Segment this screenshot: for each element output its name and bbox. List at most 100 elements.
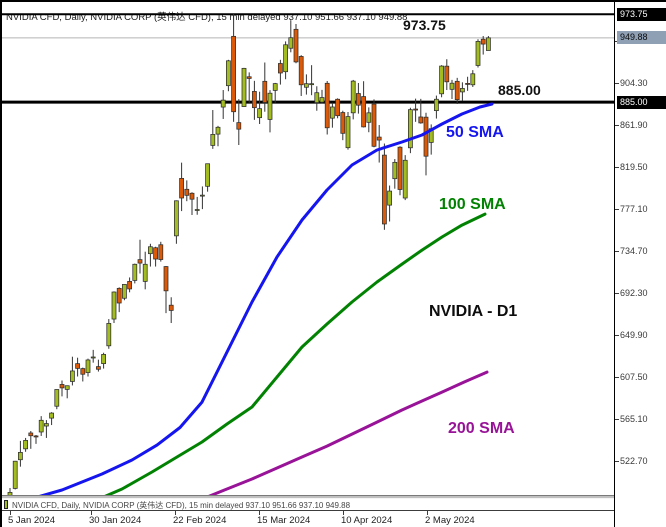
date-axis-border xyxy=(2,510,614,511)
candle-down xyxy=(418,116,424,124)
candle-up xyxy=(350,80,356,114)
candle-up xyxy=(200,194,205,197)
x-axis-tick xyxy=(343,511,344,515)
candle-up xyxy=(439,65,444,95)
candle-down xyxy=(75,363,80,369)
x-axis-tick xyxy=(427,511,428,515)
candle-up xyxy=(475,41,481,66)
annotation-symbol-timeframe: NVIDIA - D1 xyxy=(429,303,518,320)
candle-up xyxy=(330,106,335,119)
x-axis-label: 30 Jan 2024 xyxy=(89,515,142,526)
candle-down xyxy=(168,304,174,311)
chart-plot-area[interactable]: NVIDIA CFD, Daily, NVIDIA CORP (英伟达 CFD)… xyxy=(2,2,614,495)
annotation-high-level: 973.75 xyxy=(403,17,446,33)
current-price-badge: 949.88 xyxy=(617,31,666,45)
candle-down xyxy=(278,63,283,74)
date-axis[interactable]: 5 Jan 2024 30 Jan 2024 22 Feb 2024 15 Mar 2… xyxy=(2,511,614,527)
candle-up xyxy=(267,92,273,120)
annotation-sma200-label: 200 SMA xyxy=(448,420,515,437)
candle-down xyxy=(116,287,122,304)
x-axis-tick xyxy=(175,511,176,515)
candle-down xyxy=(293,28,299,63)
candle-up xyxy=(304,83,309,88)
candle-down xyxy=(465,83,470,85)
candle-down xyxy=(252,91,257,109)
annotation-sma100-label: 100 SMA xyxy=(439,196,506,213)
candle-up xyxy=(220,99,226,108)
candle-down xyxy=(163,266,169,292)
candle-down xyxy=(153,247,158,260)
candle-down xyxy=(356,93,361,106)
candle-down xyxy=(33,435,39,438)
y-axis-tick xyxy=(615,251,619,252)
candle-up xyxy=(272,83,278,91)
chart-bottom-separator xyxy=(2,495,614,499)
candle-up xyxy=(90,356,96,359)
candle-down xyxy=(96,366,101,370)
candle-down xyxy=(376,136,382,141)
candle-up xyxy=(210,134,216,146)
candle-up xyxy=(205,163,210,187)
x-axis-label: 5 Jan 2024 xyxy=(8,515,56,526)
candle-up xyxy=(309,83,314,86)
candle-up xyxy=(257,108,262,119)
candle-up xyxy=(241,67,247,107)
y-axis-tick xyxy=(615,419,619,420)
candle-up xyxy=(449,82,455,90)
candle-up xyxy=(122,284,127,299)
annotation-support-level: 885.00 xyxy=(498,82,541,98)
candle-down xyxy=(371,103,377,147)
candle-down xyxy=(423,116,429,157)
candle-down xyxy=(158,244,164,260)
candle-up xyxy=(44,423,49,427)
candle-up xyxy=(283,44,288,73)
y-axis-label: 861.90 xyxy=(620,120,648,130)
price-chart-canvas[interactable] xyxy=(2,2,614,495)
candle-up xyxy=(12,460,18,489)
candle-up xyxy=(288,37,294,49)
y-axis-tick xyxy=(615,209,619,210)
y-axis-label: 777.10 xyxy=(620,204,648,214)
chart-title: NVIDIA CFD, Daily, NVIDIA CORP (英伟达 CFD)… xyxy=(6,12,408,23)
candle-up xyxy=(7,492,13,495)
candle-up xyxy=(226,60,231,87)
y-axis-tick xyxy=(615,461,619,462)
y-axis-tick xyxy=(615,293,619,294)
candle-up xyxy=(345,116,351,149)
y-axis-tick xyxy=(615,335,619,336)
candle-down xyxy=(382,154,387,225)
y-axis-tick xyxy=(615,377,619,378)
candle-down xyxy=(231,35,236,113)
y-axis-label: 565.10 xyxy=(620,414,648,424)
candle-up xyxy=(387,190,392,206)
candle-down xyxy=(454,80,460,101)
candle-down xyxy=(262,80,268,103)
candle-down xyxy=(397,146,403,190)
candle-up xyxy=(54,389,60,407)
status-bar-text: NVIDIA CFD, Daily, NVIDIA CORP (英伟达 CFD)… xyxy=(12,501,351,510)
price-axis[interactable]: 946.70904.30861.90819.50777.10734.70692.… xyxy=(614,2,666,527)
sma100-line xyxy=(104,212,487,495)
candle-up xyxy=(215,126,221,135)
y-axis-label: 692.30 xyxy=(620,288,648,298)
y-axis-label: 607.50 xyxy=(620,372,648,382)
y-axis-label: 904.30 xyxy=(620,78,648,88)
candle-up xyxy=(23,440,28,450)
candle-up xyxy=(194,209,200,211)
candle-down xyxy=(444,65,450,83)
candle-up xyxy=(402,159,408,199)
x-axis-label: 2 May 2024 xyxy=(425,515,475,526)
x-axis-label: 22 Feb 2024 xyxy=(173,515,227,526)
candle-down xyxy=(246,76,252,79)
candle-up xyxy=(106,323,112,347)
candle-up xyxy=(408,109,413,149)
y-axis-tick xyxy=(615,167,619,168)
candle-down xyxy=(127,281,132,290)
candle-up xyxy=(392,161,398,180)
y-axis-tick xyxy=(615,83,619,84)
candle-up xyxy=(38,419,44,433)
candle-down xyxy=(236,122,242,130)
status-bar: NVIDIA CFD, Daily, NVIDIA CORP (英伟达 CFD)… xyxy=(2,499,614,510)
candle-up xyxy=(70,370,75,382)
